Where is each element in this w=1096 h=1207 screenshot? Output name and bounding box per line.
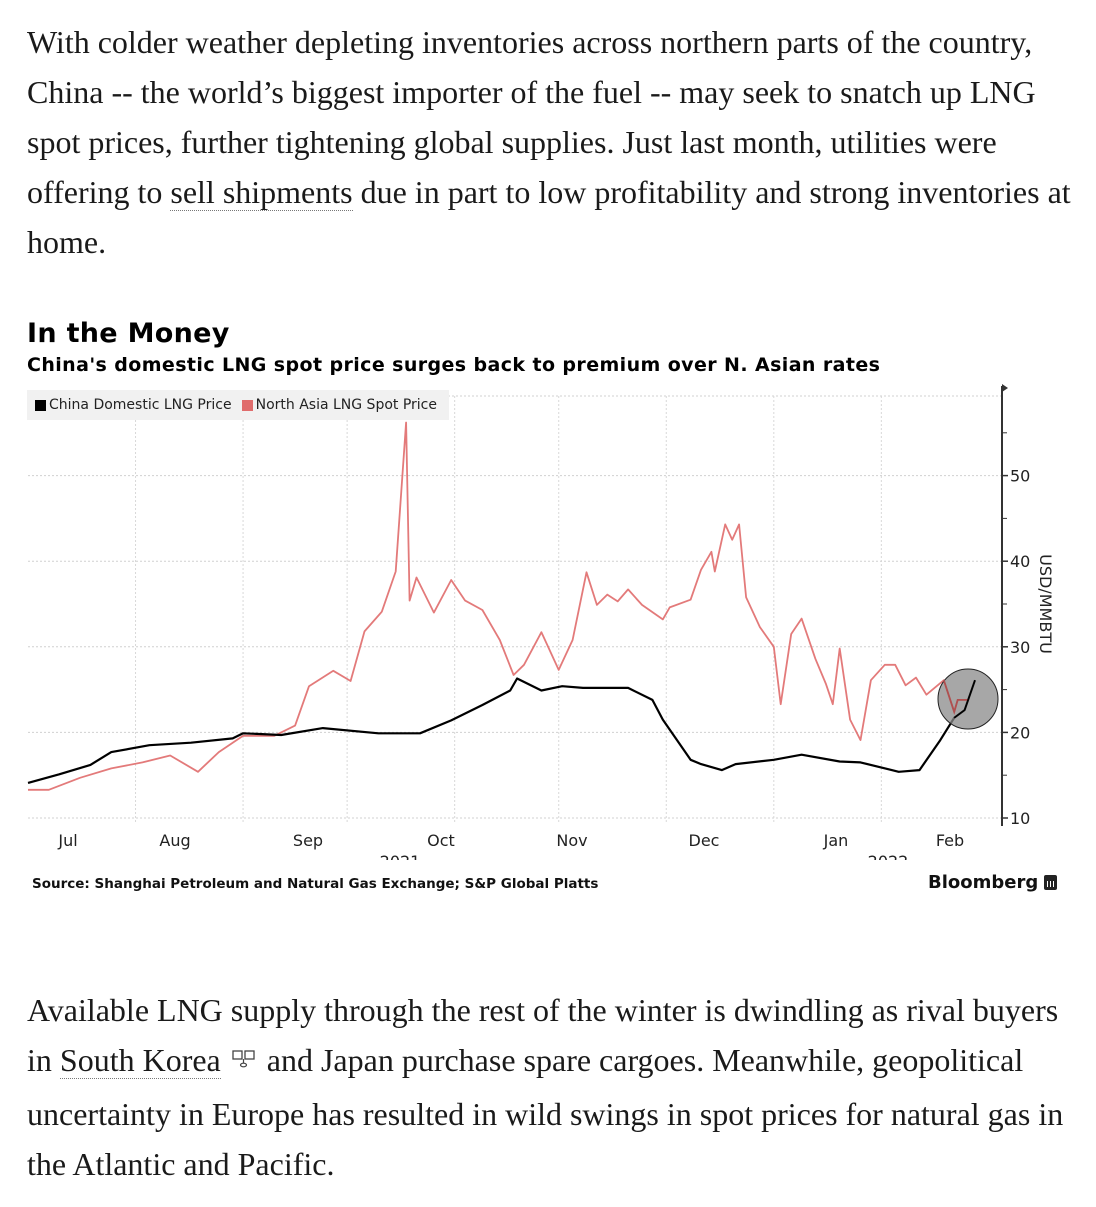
x-tick-label-nov: Nov — [556, 831, 587, 850]
line-chart: 10 20 30 40 50 USD/MMBTU Jul Aug Sep Oct Nov Dec Jan… — [27, 384, 1055, 860]
y-axis-label: USD/MMBTU — [1036, 554, 1055, 654]
x-tick-label-sep: Sep — [293, 831, 323, 850]
y-tick-label-20: 20 — [1010, 723, 1030, 742]
paragraph-text: and Japan purchase spare cargoes. Meanwh… — [27, 1042, 1064, 1182]
y-tick-label-40: 40 — [1010, 552, 1030, 571]
x-tick-label-jan: Jan — [823, 831, 849, 850]
article-paragraph-1: With colder weather depleting inventorie… — [27, 17, 1077, 267]
north-asia-series-tail — [942, 679, 969, 715]
china-domestic-series-tail — [953, 679, 976, 719]
chart-legend: China Domestic LNG Price North Asia LNG … — [27, 390, 449, 420]
legend-item-china: China Domestic LNG Price — [35, 397, 232, 413]
paragraph-text: due in part to low profitability and str… — [27, 174, 1071, 260]
legend-label-china: China Domestic LNG Price — [49, 397, 232, 413]
x-tick-label-feb: Feb — [936, 831, 964, 850]
x-year-label-2021: 2021 — [380, 852, 421, 860]
bloomberg-chart-icon — [1044, 875, 1058, 890]
chart-title: In the Money — [27, 318, 230, 349]
south-korea-link[interactable]: South Korea — [59, 1042, 221, 1079]
y-axis-arrow — [1002, 384, 1008, 392]
legend-item-north-asia: North Asia LNG Spot Price — [241, 397, 437, 413]
chart-source: Source: Shanghai Petroleum and Natural G… — [32, 876, 599, 892]
legend-label-north-asia: North Asia LNG Spot Price — [255, 397, 437, 413]
north-asia-series-line — [28, 421, 969, 791]
x-tick-label-jul: Jul — [57, 831, 77, 850]
x-tick-label-aug: Aug — [159, 831, 190, 850]
legend-swatch-north-asia — [241, 399, 253, 411]
article-paragraph-2: Available LNG supply through the rest of… — [27, 985, 1077, 1189]
x-tick-label-oct: Oct — [427, 831, 455, 850]
x-year-label-2022: 2022 — [868, 852, 909, 860]
chart-subtitle: China's domestic LNG spot price surges b… — [27, 354, 881, 376]
paragraph-text: With colder weather depleting inventorie… — [27, 24, 1036, 210]
bloomberg-logo: Bloomberg — [928, 872, 1058, 893]
paragraph-text: Available LNG supply through the rest of… — [27, 992, 1059, 1078]
brand-name: Bloomberg — [928, 872, 1039, 893]
y-tick-label-50: 50 — [1010, 467, 1030, 486]
glasses-icon — [231, 1039, 257, 1089]
y-tick-label-10: 10 — [1010, 809, 1030, 828]
sell-shipments-link[interactable]: sell shipments — [170, 174, 353, 211]
china-domestic-series-line — [27, 677, 977, 784]
x-tick-label-dec: Dec — [689, 831, 720, 850]
legend-swatch-china — [35, 399, 46, 411]
y-tick-label-30: 30 — [1010, 638, 1030, 657]
